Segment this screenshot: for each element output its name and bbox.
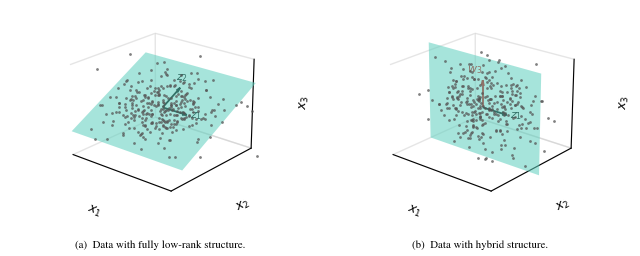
Y-axis label: $x_2$: $x_2$ bbox=[554, 197, 573, 215]
Y-axis label: $x_2$: $x_2$ bbox=[234, 197, 253, 215]
X-axis label: $x_1$: $x_1$ bbox=[85, 203, 104, 220]
Text: (a)  Data with fully low-rank structure.: (a) Data with fully low-rank structure. bbox=[75, 241, 245, 250]
Text: (b)  Data with hybrid structure.: (b) Data with hybrid structure. bbox=[412, 241, 548, 250]
X-axis label: $x_1$: $x_1$ bbox=[405, 203, 424, 220]
